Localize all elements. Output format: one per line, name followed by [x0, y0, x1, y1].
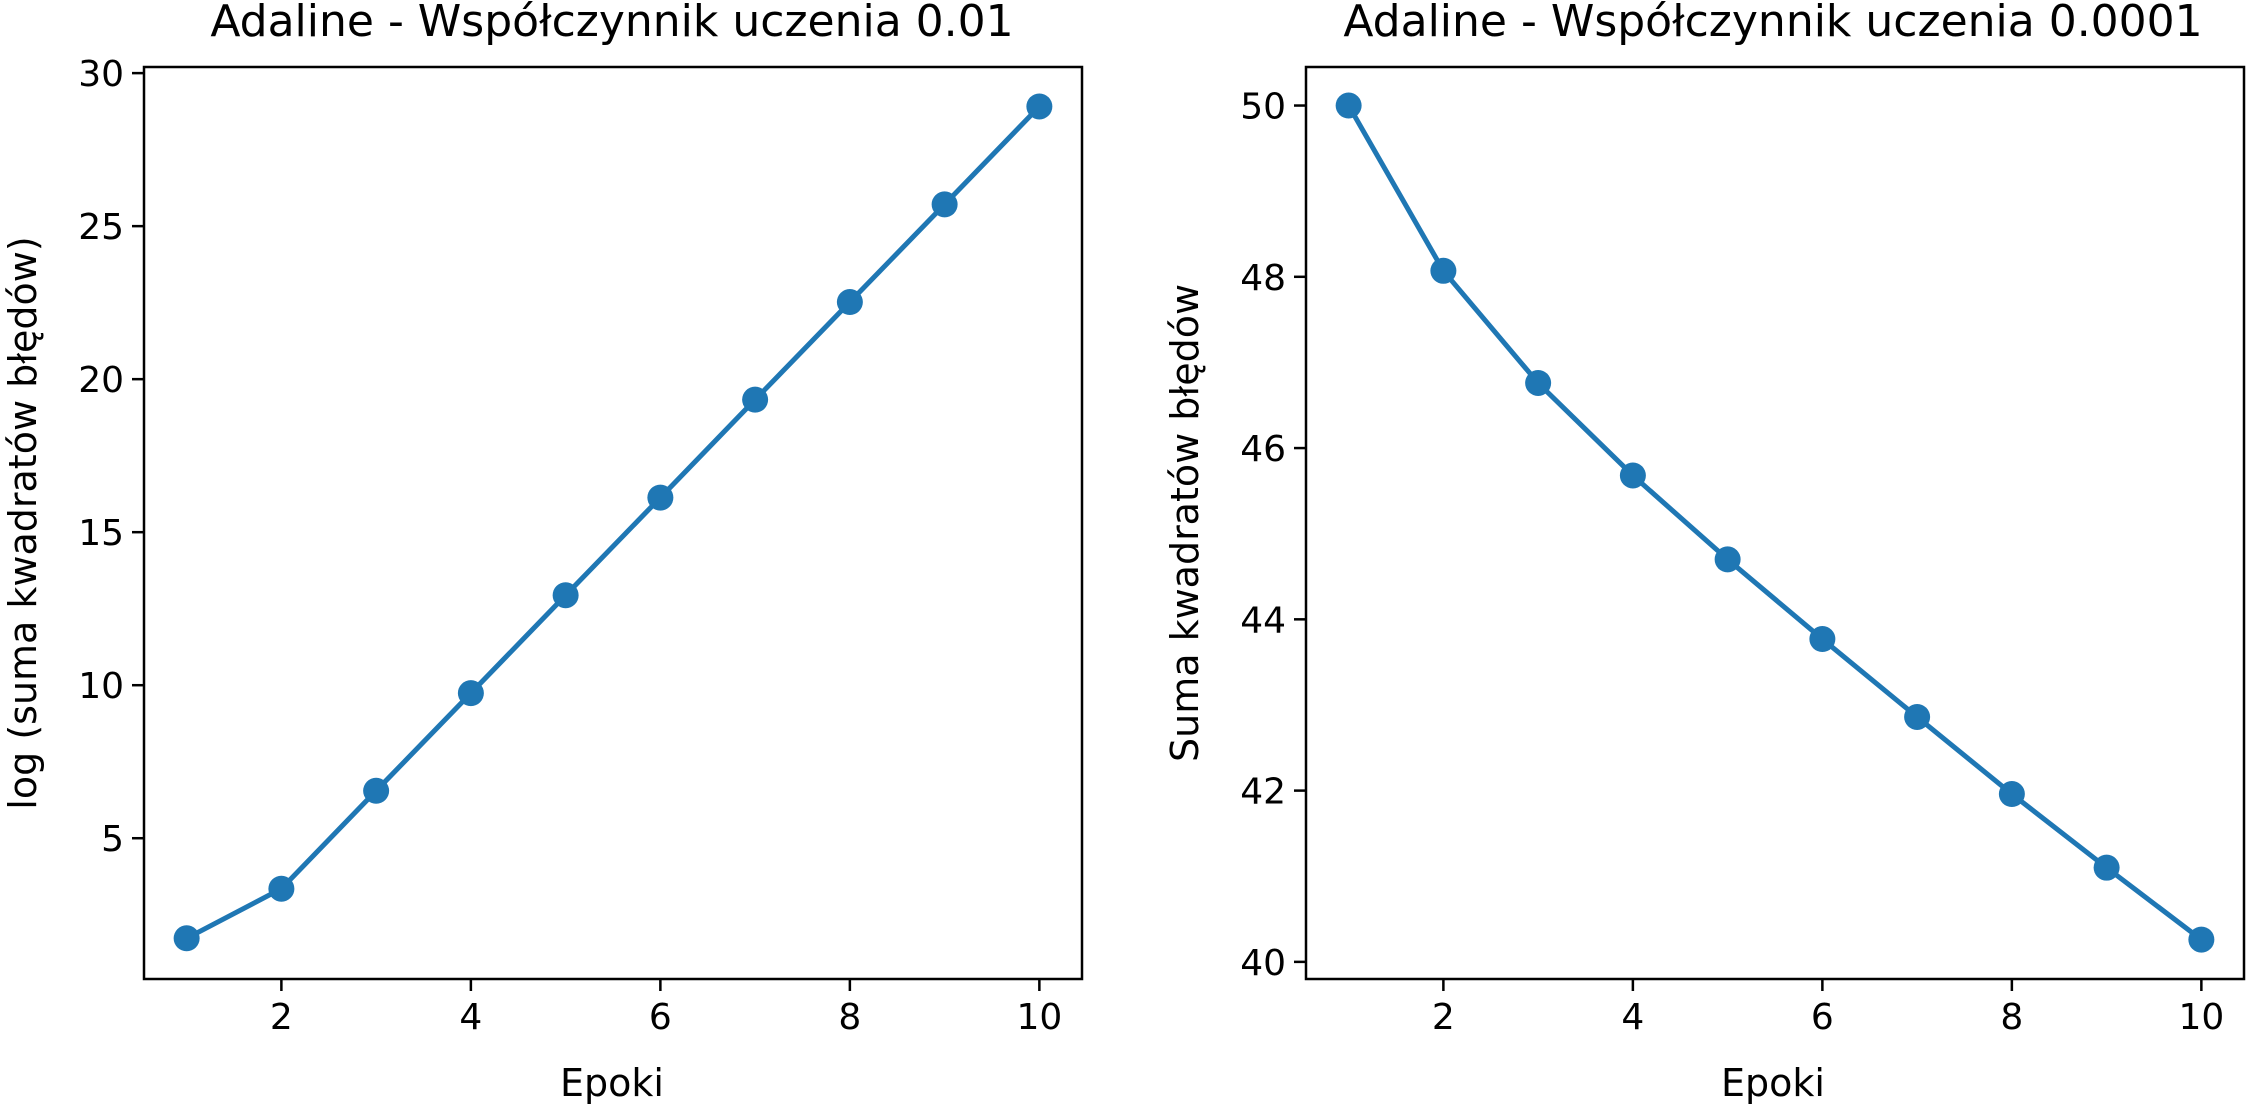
left-y-tick-label-10: 10: [78, 666, 124, 707]
right-x-tick-label-4: 4: [1621, 997, 1644, 1038]
left-y-tick-label-30: 30: [78, 54, 124, 95]
right-data-point-7: [1904, 703, 1931, 730]
right-y-tick-label-44: 44: [1240, 600, 1286, 641]
left-axes-frame: [142, 65, 1084, 981]
right-x-tick-label-2: 2: [1432, 997, 1455, 1038]
left-data-point-3: [363, 777, 390, 804]
right-data-point-8: [1998, 781, 2025, 808]
right-data-point-3: [1525, 369, 1552, 396]
left-x-axis-label: Epoki: [560, 1061, 664, 1105]
left-y-tick-label-5: 5: [101, 819, 124, 860]
left-subplot: Adaline - Współczynnik uczenia 0.01 Epok…: [1, 0, 1084, 1105]
left-data-point-1: [173, 925, 200, 952]
left-data-point-2: [268, 875, 295, 902]
left-data-point-10: [1026, 93, 1053, 120]
right-data-point-2: [1430, 257, 1457, 284]
right-x-tick-label-8: 8: [2000, 997, 2023, 1038]
left-x-tick-label-8: 8: [838, 997, 861, 1038]
right-y-tick-label-46: 46: [1240, 429, 1286, 470]
right-data-point-4: [1619, 462, 1646, 489]
left-series-line: [185, 104, 1042, 941]
left-chart-title: Adaline - Współczynnik uczenia 0.01: [210, 0, 1013, 47]
right-data-point-5: [1714, 546, 1741, 573]
right-data-point-1: [1335, 92, 1362, 119]
left-data-point-4: [457, 680, 484, 707]
right-y-tick-label-42: 42: [1240, 772, 1286, 813]
left-y-tick-label-25: 25: [78, 207, 124, 248]
right-data-point-6: [1809, 626, 1836, 653]
left-x-tick-label-6: 6: [649, 997, 672, 1038]
left-y-tick-label-20: 20: [78, 360, 124, 401]
right-y-tick-label-48: 48: [1240, 258, 1286, 299]
left-plot-layer: 2 4 6 8 10 5 10 15 20 25 30: [78, 54, 1084, 1038]
right-y-tick-label-50: 50: [1240, 87, 1286, 128]
left-y-tick-label-15: 15: [78, 513, 124, 554]
right-x-tick-label-6: 6: [1811, 997, 1834, 1038]
left-y-axis-label: log (suma kwadratów błędów): [1, 236, 45, 809]
right-x-axis-label: Epoki: [1721, 1061, 1825, 1105]
right-x-tick-label-10: 10: [2178, 997, 2224, 1038]
left-x-tick-label-2: 2: [270, 997, 293, 1038]
right-data-point-10: [2188, 926, 2215, 953]
left-data-point-6: [647, 484, 674, 511]
left-data-point-7: [742, 386, 769, 413]
left-data-point-5: [552, 582, 579, 609]
right-chart-title: Adaline - Współczynnik uczenia 0.0001: [1343, 0, 2202, 47]
right-axes-frame: [1304, 65, 2246, 981]
left-data-point-9: [931, 191, 958, 218]
right-series-line: [1346, 104, 2203, 942]
right-data-point-9: [2093, 854, 2120, 881]
left-data-point-8: [836, 289, 863, 316]
right-y-tick-label-40: 40: [1240, 943, 1286, 984]
right-subplot: Adaline - Współczynnik uczenia 0.0001 Ep…: [1163, 0, 2246, 1105]
left-x-tick-label-4: 4: [459, 997, 482, 1038]
left-x-tick-label-10: 10: [1016, 997, 1062, 1038]
right-y-axis-label: Suma kwadratów błędów: [1163, 284, 1207, 762]
